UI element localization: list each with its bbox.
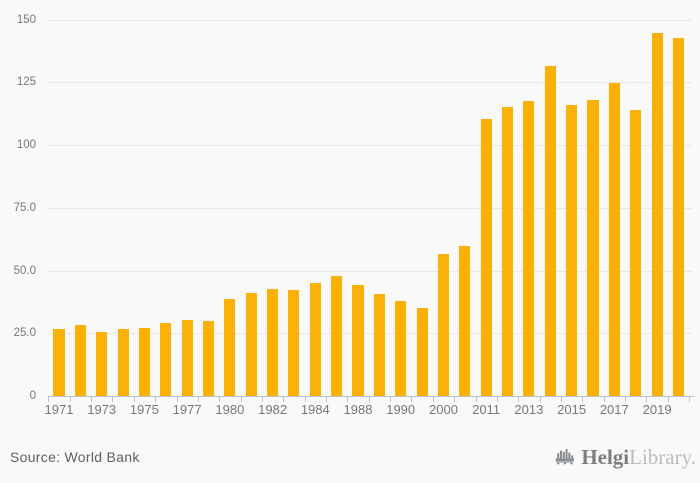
x-axis-tick [689, 397, 691, 402]
x-axis-tick-label: 2013 [514, 402, 544, 417]
x-axis-tick [112, 397, 114, 402]
bar [373, 293, 385, 396]
x-axis-tick [496, 397, 498, 402]
x-axis-tick [133, 397, 135, 402]
y-gridline [48, 19, 692, 21]
x-axis-tick [347, 397, 349, 402]
x-axis-tick-label: 2015 [557, 402, 587, 417]
bar [53, 328, 65, 396]
x-axis-tick-label: 2000 [429, 402, 458, 417]
bar [416, 307, 428, 396]
x-axis-tick-label: 2011 [472, 402, 501, 417]
x-axis-tick [48, 397, 50, 402]
y-axis-tick-label: 100 [16, 139, 36, 152]
x-axis-tick-label: 1984 [300, 402, 330, 417]
x-axis-tick-label: 1990 [386, 402, 416, 417]
x-axis-tick [603, 397, 605, 402]
x-axis-tick [69, 397, 71, 402]
x-axis-tick [411, 397, 413, 402]
bar [480, 119, 492, 396]
x-axis-line [47, 396, 694, 397]
y-gridline [48, 82, 692, 84]
x-axis-tick [304, 397, 306, 402]
x-axis-tick-label: 1971 [44, 402, 74, 417]
bar [267, 288, 279, 396]
logo-text-helgi: Helgi [581, 445, 630, 469]
x-axis-tick [560, 397, 562, 402]
bar [672, 37, 684, 396]
bar [181, 320, 193, 396]
x-axis-tick [454, 397, 456, 402]
bar [331, 276, 343, 396]
bar [352, 284, 364, 396]
x-axis-tick [261, 397, 263, 402]
y-axis-tick-label: 50.0 [13, 264, 36, 277]
bar [523, 100, 535, 396]
x-axis-tick [240, 397, 242, 402]
y-gridline [48, 333, 692, 335]
x-axis-tick [197, 397, 199, 402]
x-axis-tick-label: 1977 [172, 402, 202, 417]
x-axis-tick [625, 397, 626, 402]
y-axis-tick-label: 150 [16, 13, 36, 26]
x-axis-tick [432, 397, 434, 402]
bar [160, 323, 172, 396]
x-axis-tick-label: 1982 [258, 402, 288, 417]
bar [587, 99, 599, 396]
x-axis-tick [475, 397, 477, 402]
bar [630, 109, 642, 396]
x-axis-tick [582, 397, 584, 402]
y-gridline [48, 270, 692, 272]
bar [459, 246, 471, 396]
x-axis-tick [91, 397, 92, 402]
y-gridline [48, 207, 692, 209]
bar [608, 83, 620, 396]
y-axis-tick-label: 25.0 [13, 327, 36, 340]
bar [566, 104, 578, 396]
x-axis-tick [155, 397, 157, 402]
bar [96, 332, 108, 396]
x-axis-tick-label: 2017 [599, 402, 629, 417]
bar [202, 320, 215, 396]
x-axis-tick-label: 1973 [87, 402, 117, 417]
helgi-library-logo[interactable]: HelgiLibrary. [555, 445, 696, 469]
bar [74, 325, 86, 396]
x-axis-tick-label: 1988 [343, 402, 373, 417]
x-axis-tick [176, 397, 178, 402]
x-axis-tick-label: 1980 [215, 402, 245, 417]
x-axis-tick-label: 1975 [129, 402, 159, 417]
y-gridline [48, 145, 692, 147]
y-axis-tick-label: 75.0 [13, 201, 36, 214]
x-axis-tick [390, 397, 392, 402]
logo-text-library: Library. [629, 445, 696, 469]
source-label: Source: World Bank [10, 449, 140, 465]
bar [138, 328, 150, 396]
bar [437, 253, 450, 396]
bar [224, 299, 236, 396]
bar [288, 290, 300, 396]
bar [395, 300, 407, 396]
bar [544, 65, 556, 396]
bar [501, 107, 514, 396]
y-axis-tick-label: 125 [16, 76, 36, 89]
x-axis-tick [219, 397, 221, 402]
factory-bars-icon [556, 448, 575, 464]
x-axis-tick [667, 397, 669, 402]
bar [309, 283, 321, 396]
x-axis-tick [368, 397, 370, 402]
bar [651, 32, 663, 396]
x-axis-tick-label: 2019 [642, 402, 672, 417]
x-axis-tick [646, 397, 648, 402]
x-axis-tick [283, 397, 285, 402]
bar [245, 293, 257, 396]
x-axis-tick [518, 397, 520, 402]
x-axis-tick [539, 397, 541, 402]
bar [117, 328, 129, 396]
y-axis-tick-label: 0 [29, 390, 36, 402]
x-axis-tick [326, 397, 327, 402]
